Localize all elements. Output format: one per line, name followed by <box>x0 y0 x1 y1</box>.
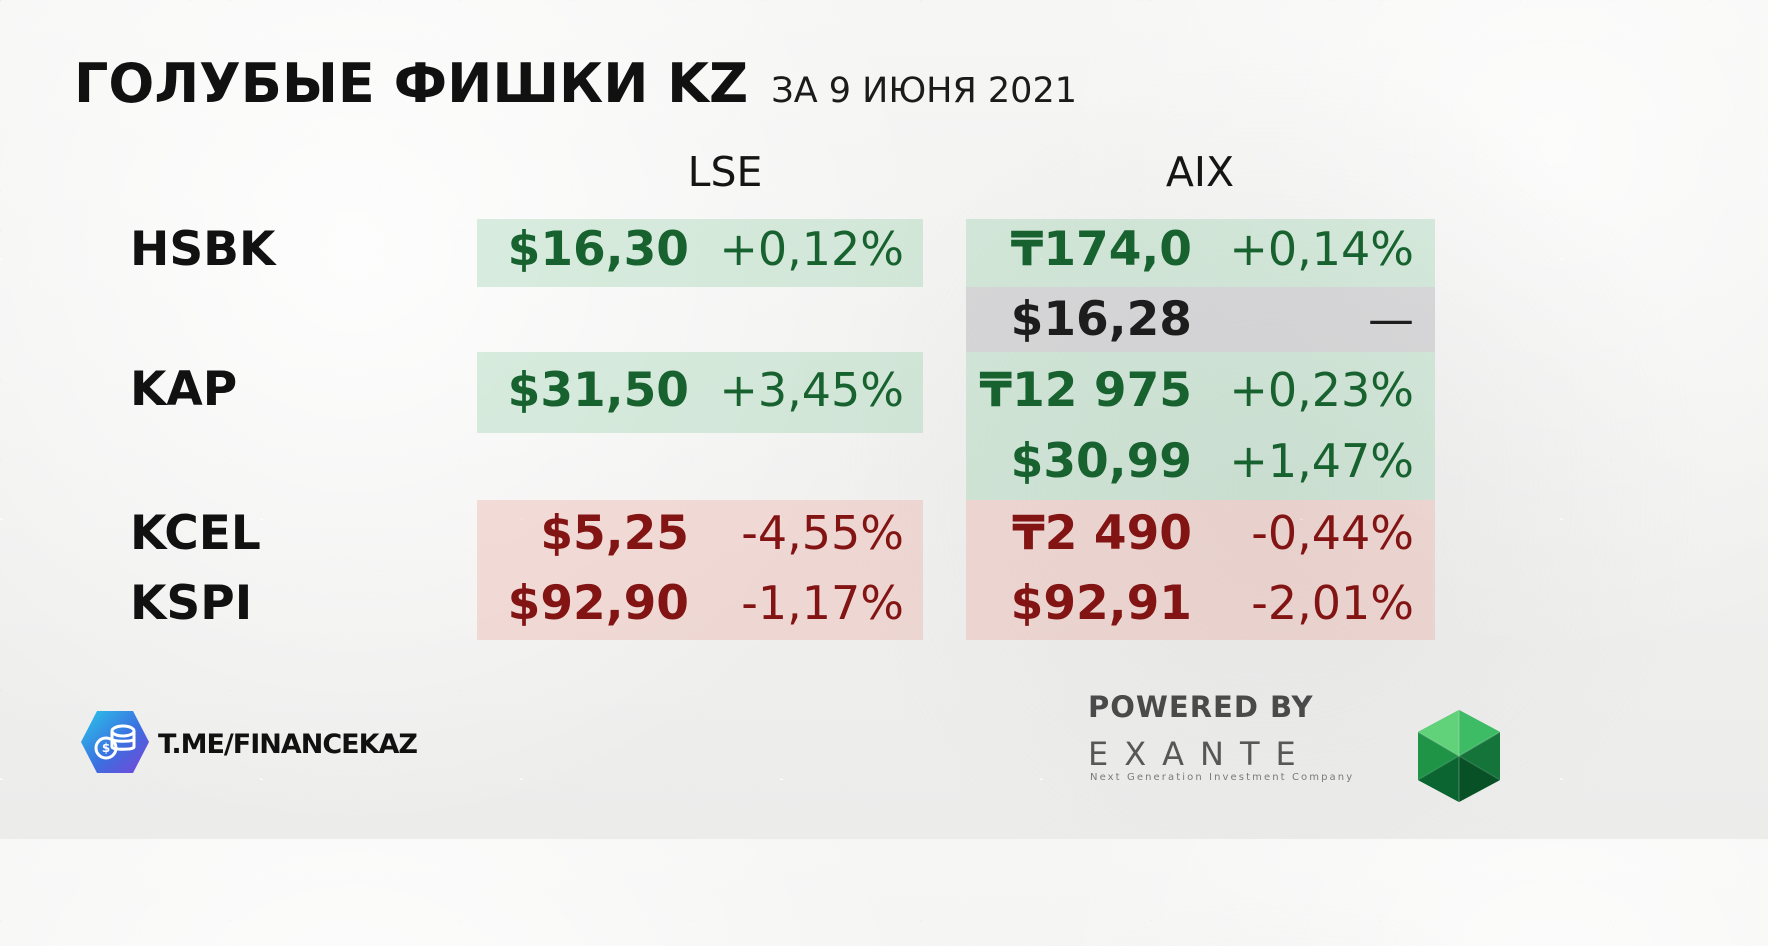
aix-negative-rows <box>966 500 1435 640</box>
lse-kspi-price: $92,90 <box>507 576 689 631</box>
emerald-icon <box>1417 710 1501 802</box>
title-row: ГОЛУБЫЕ ФИШКИ KZ ЗА 9 ИЮНЯ 2021 <box>74 52 1077 115</box>
ticker-kap: KAP <box>130 362 238 417</box>
aix-hsbk-usd-price: $16,28 <box>1010 292 1192 347</box>
aix-kspi-usd-change: -2,01% <box>1251 576 1414 630</box>
aix-kap-usd-change: +1,47% <box>1229 434 1414 488</box>
aix-kcel-kzt-price: ₸2 490 <box>1012 506 1192 561</box>
lse-hsbk-price: $16,30 <box>507 222 689 277</box>
svg-text:$: $ <box>102 741 110 755</box>
channel-link[interactable]: T.ME/FINANCEKAZ <box>158 729 418 760</box>
lse-kap-change: +3,45% <box>719 363 904 417</box>
lse-kap-row <box>477 352 923 433</box>
column-header-lse: LSE <box>687 148 763 196</box>
page-date: ЗА 9 ИЮНЯ 2021 <box>771 71 1077 111</box>
lse-negative-rows <box>477 500 923 640</box>
lse-hsbk-row <box>477 219 923 287</box>
lse-hsbk-change: +0,12% <box>719 222 904 276</box>
column-header-aix: AIX <box>1165 148 1235 196</box>
page-title: ГОЛУБЫЕ ФИШКИ KZ <box>74 52 749 115</box>
aix-kspi-usd-price: $92,91 <box>1010 576 1192 631</box>
exante-tagline: Next Generation Investment Company <box>1090 772 1355 783</box>
aix-kcel-kzt-change: -0,44% <box>1251 506 1414 560</box>
lse-kspi-change: -1,17% <box>741 576 904 630</box>
exante-wordmark: EXANTE <box>1088 735 1312 773</box>
powered-by-label: POWERED BY <box>1088 690 1314 724</box>
lse-kap-price: $31,50 <box>507 363 689 418</box>
aix-hsbk-kzt-row <box>966 219 1435 287</box>
aix-hsbk-kzt-price: ₸174,0 <box>1010 222 1192 277</box>
aix-hsbk-kzt-change: +0,14% <box>1229 222 1414 276</box>
ticker-kcel: KCEL <box>130 506 261 561</box>
coin-stack-icon: $ <box>81 711 149 773</box>
ticker-hsbk: HSBK <box>130 222 276 277</box>
aix-hsbk-usd-row <box>966 287 1435 352</box>
channel-logo[interactable]: $ T.ME/FINANCEKAZ <box>80 710 418 782</box>
ticker-kspi: KSPI <box>130 576 253 631</box>
aix-kap-kzt-price: ₸12 975 <box>979 363 1192 418</box>
aix-kap-rows <box>966 352 1435 500</box>
aix-kap-usd-price: $30,99 <box>1010 434 1192 489</box>
lse-kcel-price: $5,25 <box>540 506 689 561</box>
lse-kcel-change: -4,55% <box>741 506 904 560</box>
aix-hsbk-usd-change: — <box>1368 292 1414 346</box>
aix-kap-kzt-change: +0,23% <box>1229 363 1414 417</box>
